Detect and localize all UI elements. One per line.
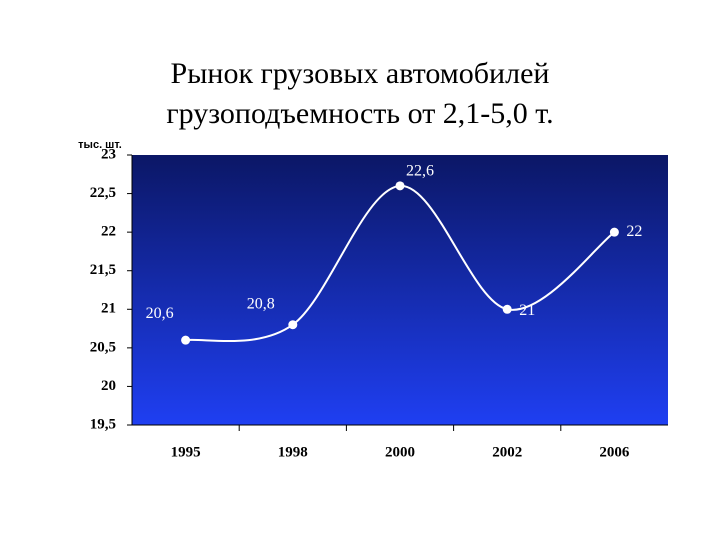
y-tick-label: 22,5 [90,185,116,201]
value-label: 21 [519,302,535,319]
marker [395,181,405,191]
x-tick-label: 2002 [492,444,522,460]
marker [288,320,298,330]
value-label: 20,6 [146,305,174,322]
x-tick-label: 1995 [171,444,201,460]
chart-title: Рынок грузовых автомобилей [171,57,550,90]
value-label: 22 [626,223,642,240]
chart-title: грузоподъемность от 2,1-5,0 т. [166,97,553,130]
value-label: 20,8 [247,295,275,312]
y-axis-label: тыс. шт. [78,139,122,151]
marker [609,227,619,237]
value-label: 22,6 [406,163,434,180]
y-tick-label: 22 [101,224,116,240]
y-tick-label: 23 [101,146,116,162]
y-tick-label: 21 [101,301,116,317]
x-tick-label: 2000 [385,444,415,460]
marker [502,304,512,314]
y-tick-label: 19,5 [90,416,116,432]
y-tick-label: 20,5 [90,339,116,355]
y-tick-label: 20 [101,378,116,394]
x-tick-label: 1998 [278,444,308,460]
marker [181,335,191,345]
x-tick-label: 2006 [599,444,630,460]
y-tick-label: 21,5 [90,262,116,278]
plot-area [132,155,668,425]
